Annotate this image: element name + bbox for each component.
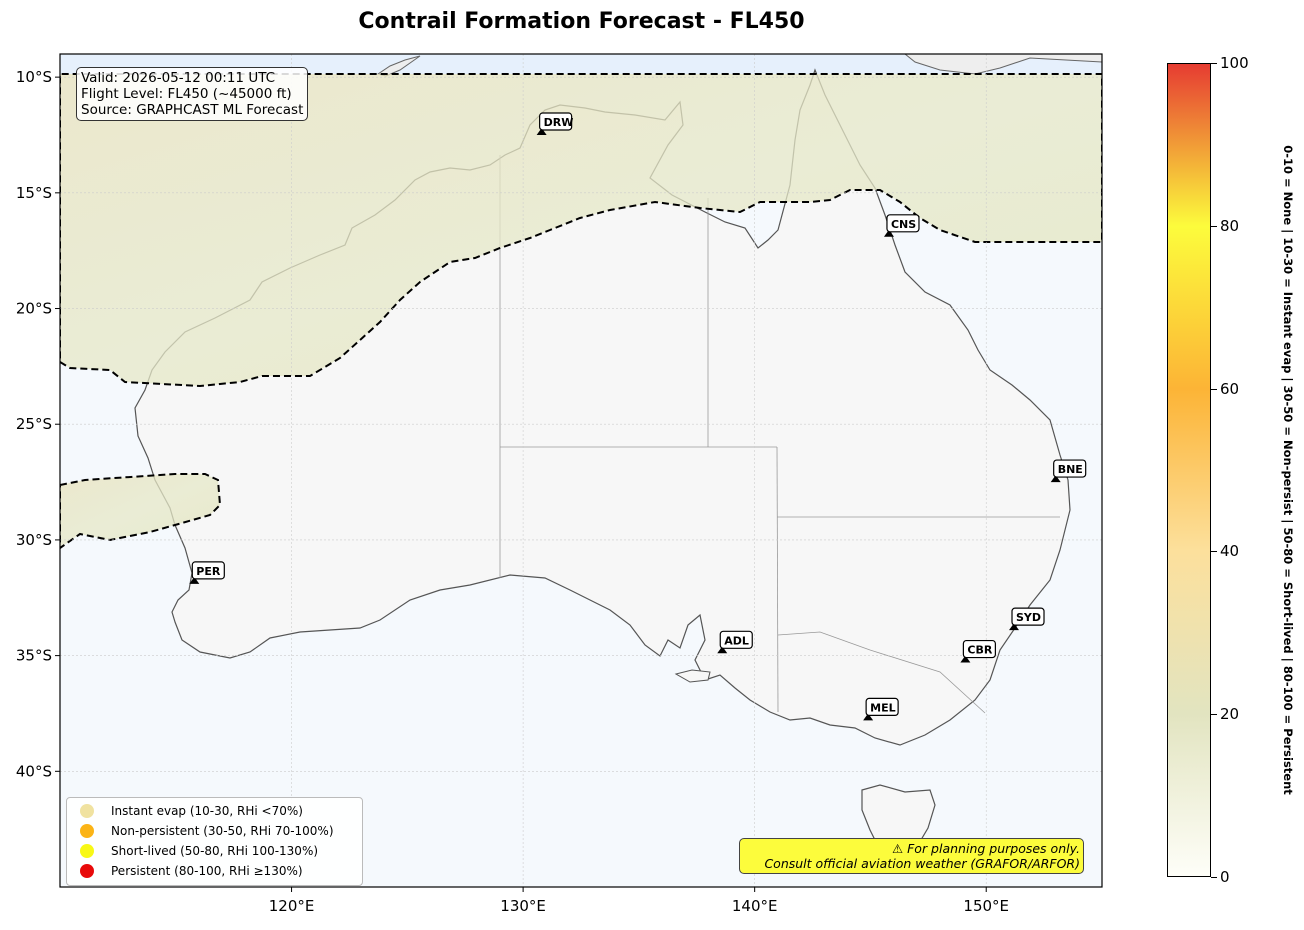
- city-marker-drw[interactable]: DRW: [536, 112, 574, 135]
- colorbar-tick-label: 60: [1220, 379, 1240, 398]
- legend-item-persistent: Persistent (80-100, RHi ≥130%): [67, 861, 362, 881]
- legend-label: Persistent (80-100, RHi ≥130%): [111, 864, 303, 878]
- city-marker-syd[interactable]: SYD: [1009, 607, 1045, 631]
- legend-item-short-lived: Short-lived (50-80, RHi 100-130%): [67, 841, 362, 861]
- colorbar-tick-label: 20: [1220, 705, 1240, 724]
- city-marker-adl[interactable]: ADL: [717, 630, 753, 654]
- city-label-box: [865, 697, 899, 717]
- city-marker-mel[interactable]: MEL: [863, 697, 899, 721]
- city-label-box: [719, 630, 753, 649]
- legend-dot-icon: [80, 844, 94, 858]
- city-label-box: [1011, 607, 1045, 626]
- airport-marker-icon: [1050, 475, 1061, 483]
- legend: Instant evap (10-30, RHi <70%) Non-persi…: [66, 797, 363, 886]
- lon-tick-label: 120°E: [269, 897, 315, 915]
- colorbar-tick-label: 80: [1220, 216, 1240, 235]
- city-label: DRW: [544, 116, 574, 129]
- colorbar-tick: [1211, 225, 1217, 227]
- city-label-box: [886, 214, 920, 233]
- airport-marker-icon: [883, 229, 894, 237]
- legend-label: Short-lived (50-80, RHi 100-130%): [111, 844, 319, 858]
- colorbar-tick: [1211, 551, 1217, 553]
- instant-evap-zone-west: [60, 473, 222, 550]
- city-label: ADL: [724, 634, 749, 647]
- city-marker-bne[interactable]: BNE: [1050, 459, 1087, 483]
- airport-marker-icon: [536, 127, 547, 135]
- airport-marker-icon: [717, 646, 728, 654]
- disclaimer-line-2: Consult official aviation weather (GRAFO…: [764, 856, 1080, 871]
- new-guinea-landmass: [904, 54, 1102, 75]
- lat-tick-label: 30°S: [16, 531, 52, 549]
- lat-tick-label: 20°S: [16, 300, 52, 318]
- lon-tick-label: 150°E: [963, 897, 1009, 915]
- airport-marker-icon: [189, 576, 200, 584]
- city-label-box: [539, 112, 573, 131]
- colorbar-tick-label: 40: [1220, 542, 1240, 561]
- legend-label: Non-persistent (30-50, RHi 70-100%): [111, 824, 334, 838]
- colorbar-tick: [1211, 877, 1217, 878]
- colorbar-label: 0-10 = None | 10-30 = Instant evap | 30-…: [1281, 145, 1295, 795]
- legend-dot-icon: [80, 824, 94, 838]
- city-label: CNS: [891, 218, 916, 231]
- legend-item-non-persistent: Non-persistent (30-50, RHi 70-100%): [67, 821, 362, 841]
- lat-tick-label: 40°S: [16, 762, 52, 780]
- colorbar-tick: [1211, 714, 1217, 716]
- city-marker-cns[interactable]: CNS: [883, 214, 920, 237]
- city-label: MEL: [870, 701, 895, 714]
- lat-tick-label: 15°S: [16, 184, 52, 202]
- airport-marker-icon: [1009, 623, 1020, 631]
- city-marker-per[interactable]: PER: [189, 561, 225, 584]
- flight-level: Flight Level: FL450 (~45000 ft): [81, 86, 292, 102]
- lat-tick-label: 35°S: [16, 647, 52, 665]
- city-marker-cbr[interactable]: CBR: [960, 639, 996, 663]
- legend-label: Instant evap (10-30, RHi <70%): [111, 804, 303, 818]
- north-ocean-band: [60, 54, 1102, 74]
- colorbar-tick-label: 100: [1220, 54, 1249, 72]
- airport-marker-icon: [863, 713, 874, 721]
- forecast-info-box: Valid: 2026-05-12 00:11 UTC Flight Level…: [76, 67, 309, 121]
- lon-tick-label: 140°E: [732, 897, 778, 915]
- planning-disclaimer: ⚠ For planning purposes only. Consult of…: [739, 838, 1084, 874]
- state-borders: [499, 155, 1060, 714]
- city-label-box: [191, 561, 225, 580]
- lat-tick-label: 10°S: [16, 68, 52, 86]
- map-axes: 10°S 15°S 20°S 25°S 30°S 35°S 40°S 120°E 130°E 14…: [16, 68, 1009, 915]
- colorbar-tick: [1211, 63, 1217, 64]
- city-label: SYD: [1016, 611, 1041, 624]
- city-label: BNE: [1058, 463, 1083, 476]
- chart-title: Contrail Formation Forecast - FL450: [358, 9, 805, 34]
- forecast-source: Source: GRAPHCAST ML Forecast: [81, 102, 304, 118]
- city-label-box: [962, 639, 996, 659]
- map-frame: [59, 53, 1103, 888]
- city-markers[interactable]: DRW CNS BNE PER ADL SYD CBR MEL: [189, 112, 1087, 721]
- legend-dot-icon: [80, 864, 94, 878]
- lat-tick-label: 25°S: [16, 415, 52, 433]
- city-label: PER: [196, 565, 221, 578]
- colorbar: [1167, 63, 1211, 877]
- kangaroo-island: [674, 669, 711, 683]
- colorbar-tick: [1211, 388, 1217, 390]
- instant-evap-zone-north: [60, 73, 1102, 388]
- lon-tick-label: 130°E: [500, 897, 546, 915]
- legend-item-instant-evap: Instant evap (10-30, RHi <70%): [67, 801, 362, 821]
- city-label: CBR: [967, 644, 992, 657]
- city-label-box: [1053, 459, 1087, 478]
- valid-time: Valid: 2026-05-12 00:11 UTC: [81, 70, 276, 86]
- colorbar-tick-label: 0: [1220, 868, 1230, 886]
- disclaimer-line-1: ⚠ For planning purposes only.: [892, 841, 1080, 856]
- airport-marker-icon: [960, 655, 971, 663]
- legend-dot-icon: [80, 804, 94, 818]
